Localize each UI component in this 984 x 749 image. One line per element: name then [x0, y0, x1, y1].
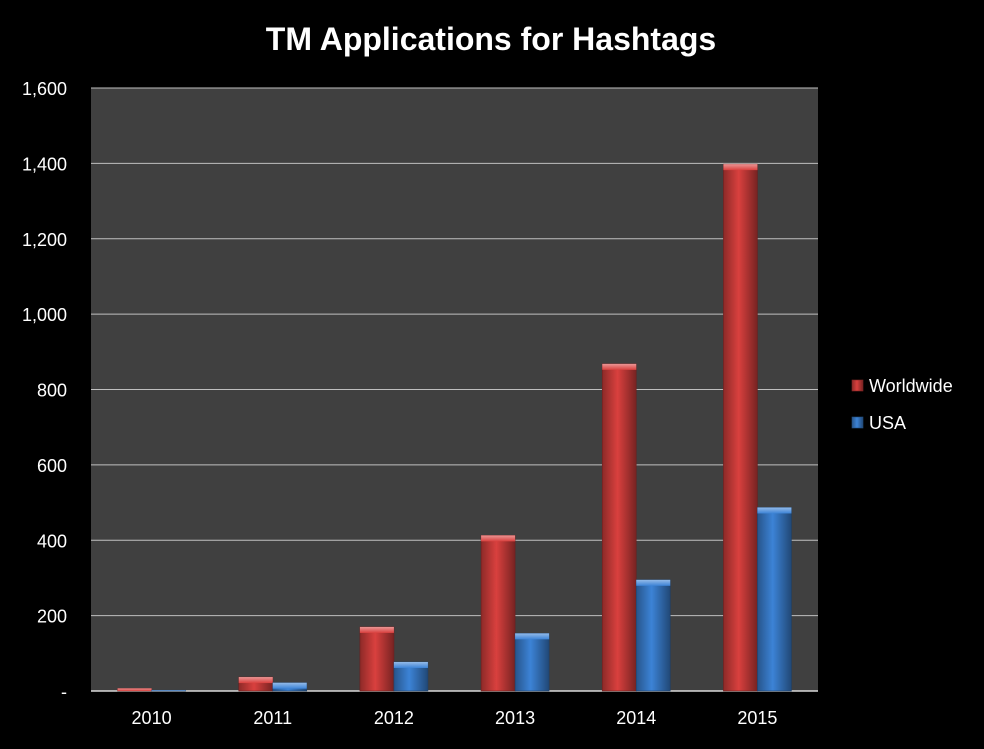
bar-worldwide-2010	[117, 688, 152, 692]
y-tick-label: 800	[37, 381, 67, 401]
legend: Worldwide USA	[851, 376, 953, 433]
y-tick-label: 1,400	[22, 154, 67, 174]
bar-usa-2015	[757, 507, 792, 692]
x-tick-label: 2015	[737, 708, 777, 728]
y-tick-label: 200	[37, 607, 67, 627]
legend-swatch	[851, 416, 864, 429]
x-tick-label: 2013	[495, 708, 535, 728]
y-tick-label: 600	[37, 456, 67, 476]
bar-usa-2013	[514, 633, 550, 692]
bar-usa-2014	[635, 579, 671, 692]
y-tick-label: 1,000	[22, 305, 67, 325]
y-tick-label: 1,600	[22, 79, 67, 99]
bar-worldwide-2011	[238, 676, 274, 692]
legend-label: Worldwide	[869, 376, 953, 396]
chart-title: TM Applications for Hashtags	[266, 21, 716, 57]
bar-worldwide-2014	[601, 363, 637, 692]
bar-worldwide-2015	[723, 163, 758, 692]
x-tick-label: 2011	[253, 708, 292, 728]
bar-worldwide-2013	[480, 535, 516, 692]
y-tick-label: -	[61, 682, 67, 702]
bar-usa-2010	[151, 689, 186, 692]
plot-area: - 200 400 600 800 1,000 1,200 1,400 1,600 2010 201…	[22, 79, 818, 728]
legend-item-usa: USA	[851, 413, 906, 433]
bar-usa-2011	[272, 682, 308, 692]
bar-usa-2012	[393, 661, 429, 692]
y-tick-label: 1,200	[22, 230, 67, 250]
x-tick-label: 2010	[132, 708, 172, 728]
x-tick-label: 2012	[374, 708, 414, 728]
legend-label: USA	[869, 413, 906, 433]
x-tick-label: 2014	[616, 708, 656, 728]
bar-worldwide-2012	[359, 626, 395, 692]
y-tick-label: 400	[37, 531, 67, 551]
legend-swatch	[851, 379, 864, 392]
legend-item-worldwide: Worldwide	[851, 376, 953, 396]
